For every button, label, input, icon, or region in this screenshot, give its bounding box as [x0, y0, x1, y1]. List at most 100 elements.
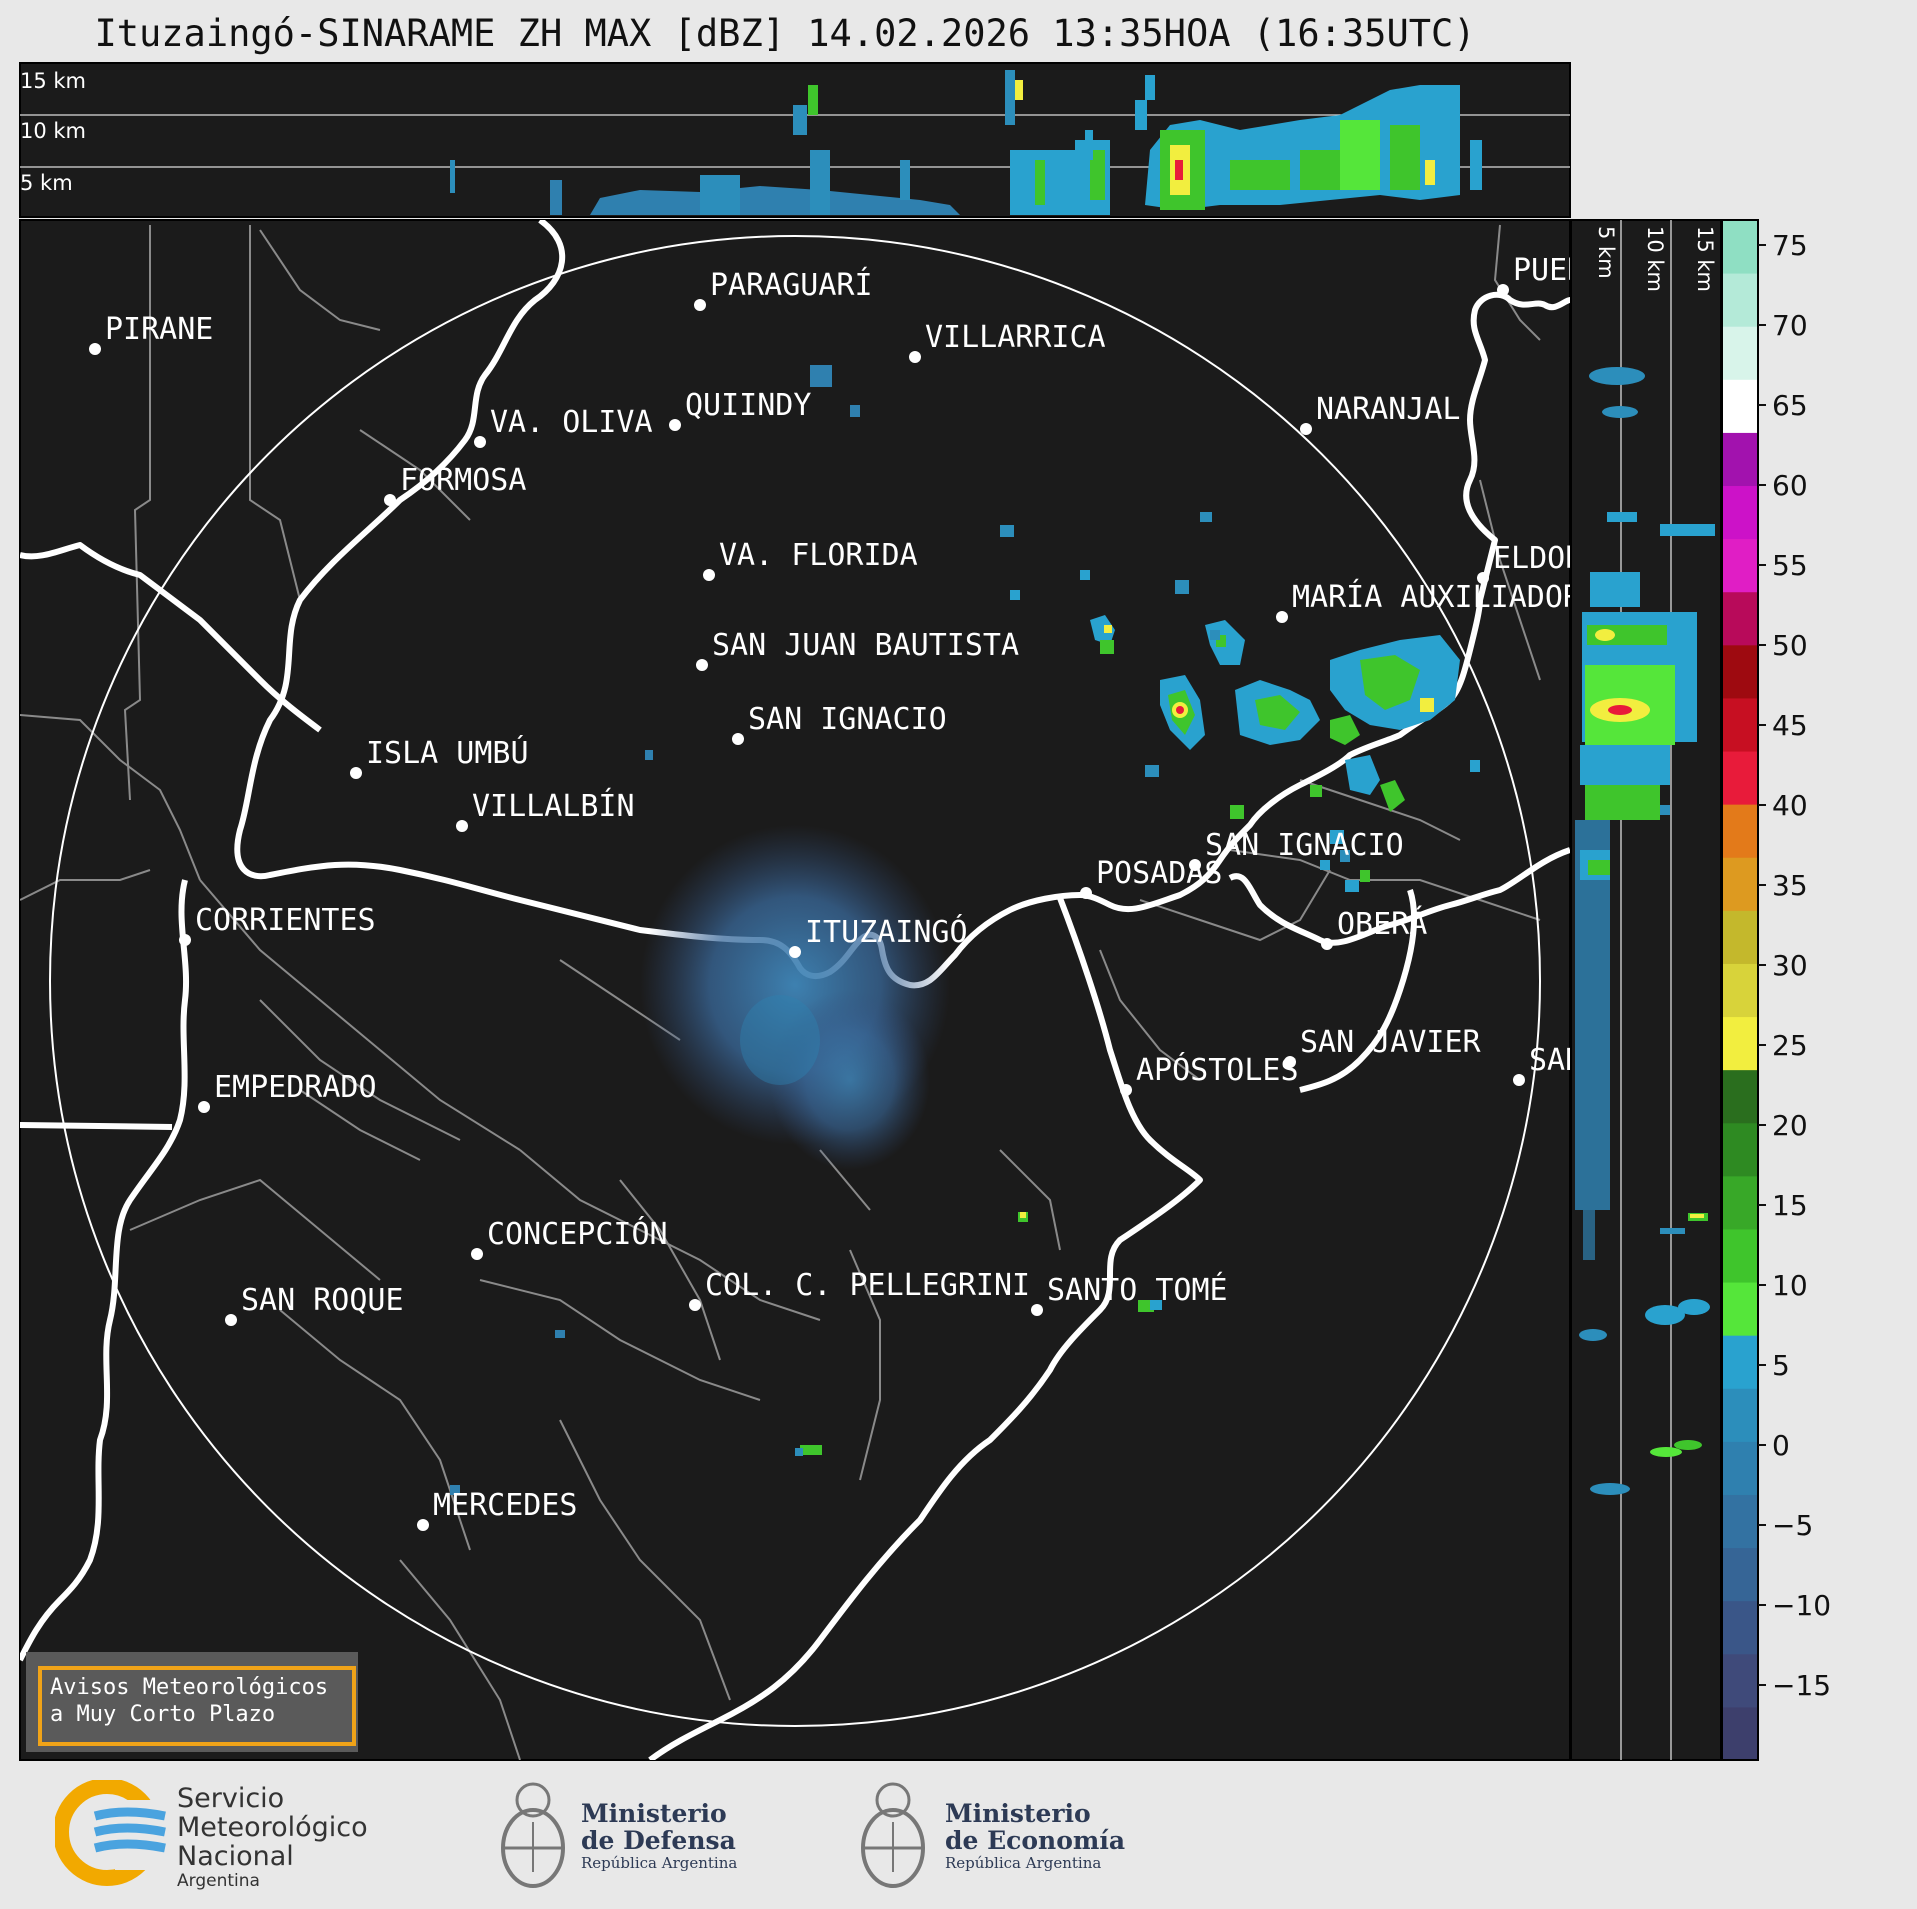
city-label: VILLALBÍN	[472, 788, 635, 824]
city-dot	[909, 351, 921, 363]
city-marker: ELDORADO	[1477, 541, 1570, 584]
colorbar-tick-label: 55	[1772, 549, 1808, 582]
colorbar-tick-label: 30	[1772, 949, 1808, 982]
city-marker: VILLALBÍN	[456, 788, 635, 832]
city-dot	[732, 733, 744, 745]
city-marker: COL. C. PELLEGRINI	[689, 1268, 1030, 1311]
city-label: SAN IGNACIO	[748, 702, 947, 737]
top-alt-label-10km: 10 km	[20, 119, 86, 143]
city-label: PARAGUARÍ	[710, 267, 873, 303]
colorbar-swatch	[1722, 1653, 1758, 1708]
city-label: FORMOSA	[400, 463, 526, 498]
economia-line-2: de Economía	[945, 1826, 1126, 1855]
city-label: VILLARRICA	[925, 320, 1106, 355]
colorbar-swatch	[1722, 220, 1758, 274]
city-dot	[1513, 1074, 1525, 1086]
colorbar-swatch	[1722, 1282, 1758, 1336]
city-marker: SAN VICENTE	[1513, 1043, 1728, 1086]
colorbar-swatch	[1722, 804, 1758, 858]
colorbar-tick-label: 65	[1772, 389, 1808, 422]
city-dot	[471, 1248, 483, 1260]
warning-badge-frame: Avisos Meteorológicos a Muy Corto Plazo	[38, 1666, 356, 1746]
city-markers: PIRANE PARAGUARÍ VILLARRICA QUIINDY VA. OLIV…	[89, 251, 1748, 1531]
city-dot	[689, 1299, 701, 1311]
colorbar-tick-label: −15	[1772, 1669, 1831, 1702]
colorbar-swatches	[1722, 220, 1758, 1761]
city-label: MARÍA AUXILIADORA	[1292, 579, 1599, 615]
city-label: VA. FLORIDA	[719, 538, 918, 573]
colorbar-swatch	[1722, 485, 1758, 540]
colorbar-swatch	[1722, 1441, 1758, 1495]
defensa-line-2: de Defensa	[581, 1826, 736, 1855]
city-label: CONCEPCIÓN	[487, 1215, 668, 1252]
colorbar-tick-label: 15	[1772, 1189, 1808, 1222]
city-marker: NARANJAL	[1300, 392, 1461, 435]
city-dot	[1300, 423, 1312, 435]
warning-line-2: a Muy Corto Plazo	[50, 1702, 276, 1727]
economia-line-1: Ministerio	[945, 1799, 1091, 1828]
defensa-line-1: Ministerio	[581, 1799, 727, 1828]
city-label: EMPEDRADO	[214, 1070, 377, 1105]
city-marker: ISLA UMBÚ	[350, 734, 529, 779]
colorbar-tick-label: −10	[1772, 1589, 1831, 1622]
colorbar-swatch	[1722, 1335, 1758, 1389]
city-marker: PIRANE	[89, 312, 213, 355]
colorbar-tick-label: 5	[1772, 1349, 1790, 1382]
colorbar-tick-label: −5	[1772, 1509, 1813, 1542]
city-dot	[1120, 1084, 1132, 1096]
colorbar-swatch	[1722, 1600, 1758, 1655]
colorbar-swatch	[1722, 1494, 1758, 1549]
colorbar-swatch	[1722, 1122, 1758, 1177]
colorbar-swatch	[1722, 697, 1758, 752]
colorbar-tick-label: 10	[1772, 1269, 1808, 1302]
city-label: MERCEDES	[433, 1488, 578, 1523]
city-dot	[694, 299, 706, 311]
city-marker: PUERTO IGUAZÚ	[1497, 251, 1748, 296]
city-marker: CORRIENTES	[179, 903, 376, 946]
city-marker: PARAGUARÍ	[694, 267, 873, 311]
city-marker: MERCEDES	[417, 1488, 578, 1531]
city-marker: SAN ROQUE	[225, 1283, 404, 1326]
warning-badge: Avisos Meteorológicos a Muy Corto Plazo	[26, 1652, 358, 1752]
footer-logos: Servicio Meteorológico Nacional Argentin…	[0, 1762, 1917, 1909]
colorbar-swatch	[1722, 379, 1758, 433]
top-alt-label-15km: 15 km	[20, 69, 86, 93]
city-dot	[1497, 284, 1509, 296]
colorbar-swatch	[1722, 273, 1758, 327]
coat-of-arms-icon	[501, 1782, 565, 1888]
city-dot	[179, 934, 191, 946]
city-marker: POSADAS	[1080, 856, 1222, 899]
ministerio-economia-logo: Ministerio de Economía República Argenti…	[855, 1762, 1135, 1902]
smn-logo: Servicio Meteorológico Nacional Argentin…	[55, 1762, 385, 1902]
city-marker: VA. FLORIDA	[703, 538, 918, 581]
economia-line-3: República Argentina	[945, 1854, 1102, 1872]
colorbar-tick-label: 20	[1772, 1109, 1808, 1142]
colorbar-swatch	[1722, 1016, 1758, 1071]
city-marker: OBERÁ	[1321, 906, 1427, 950]
city-dot	[198, 1101, 210, 1113]
city-label: PUERTO IGUAZÚ	[1513, 251, 1748, 288]
colorbar-swatch	[1722, 1228, 1758, 1283]
colorbar-tick-label: 60	[1772, 469, 1808, 502]
side-alt-label-10km: 10 km	[1643, 226, 1667, 292]
warning-line-1: Avisos Meteorológicos	[50, 1675, 329, 1700]
city-label: SAN JUAN BAUTISTA	[712, 628, 1019, 663]
top-cross-section-panel: 15 km 10 km 5 km	[19, 62, 1571, 218]
city-label: SAN VICENTE	[1529, 1043, 1728, 1078]
city-marker: SAN JAVIER	[1284, 1025, 1482, 1068]
city-marker: SAN IGNACIO	[732, 702, 947, 745]
city-marker: VA. OLIVA	[474, 405, 653, 448]
precipitation-echoes	[450, 365, 1480, 1495]
city-dot	[1284, 1056, 1296, 1068]
colorbar-swatch	[1722, 432, 1758, 487]
city-label: SAN ROQUE	[241, 1283, 404, 1318]
colorbar-swatch	[1722, 326, 1758, 380]
ground-clutter-echo	[640, 825, 950, 1170]
colorbar-tick-label: 75	[1772, 229, 1808, 262]
city-dot	[384, 494, 396, 506]
province-borders	[20, 224, 1541, 1760]
city-label: SANTO TOMÉ	[1047, 1272, 1228, 1308]
city-marker: MARÍA AUXILIADORA	[1276, 579, 1599, 623]
city-marker: CONCEPCIÓN	[471, 1215, 668, 1260]
